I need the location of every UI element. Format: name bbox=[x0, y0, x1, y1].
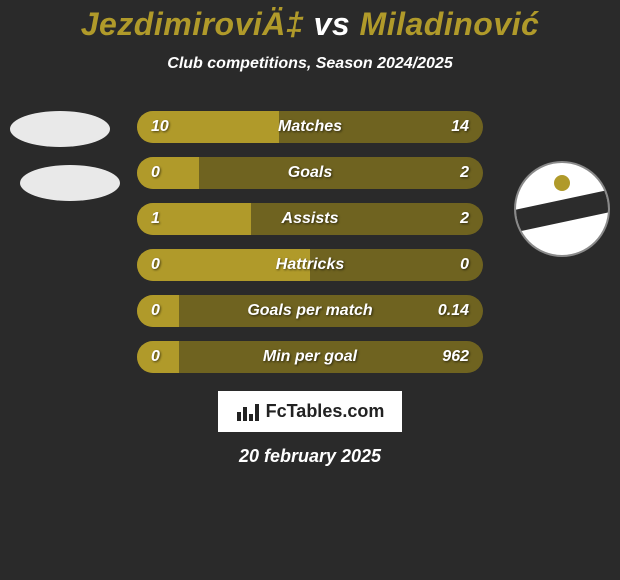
compare-value-right: 2 bbox=[460, 210, 469, 228]
compare-value-right: 14 bbox=[451, 118, 469, 136]
page-title: JezdimiroviÄ‡ vs Miladinović bbox=[0, 0, 620, 43]
comparison-canvas: JezdimiroviÄ‡ vs Miladinović Club compet… bbox=[0, 0, 620, 580]
date-text: 20 february 2025 bbox=[239, 446, 381, 467]
compare-row: 0 0 Hattricks bbox=[137, 249, 483, 281]
compare-row: 1 2 Assists bbox=[137, 203, 483, 235]
compare-value-left: 10 bbox=[151, 118, 169, 136]
compare-label: Matches bbox=[278, 118, 342, 136]
footer: FcTables.com 20 february 2025 bbox=[0, 391, 620, 467]
compare-row: 10 14 Matches bbox=[137, 111, 483, 143]
compare-label: Goals per match bbox=[247, 302, 372, 320]
compare-value-right: 0.14 bbox=[438, 302, 469, 320]
brand-text: FcTables.com bbox=[266, 401, 385, 422]
compare-value-right: 0 bbox=[460, 256, 469, 274]
compare-value-left: 0 bbox=[151, 256, 160, 274]
compare-label: Min per goal bbox=[263, 348, 357, 366]
compare-row: 0 962 Min per goal bbox=[137, 341, 483, 373]
player-avatar-1 bbox=[10, 111, 110, 147]
compare-value-right: 2 bbox=[460, 164, 469, 182]
brand-box: FcTables.com bbox=[218, 391, 403, 432]
subtitle: Club competitions, Season 2024/2025 bbox=[0, 55, 620, 73]
club-badge bbox=[514, 161, 610, 257]
title-vs: vs bbox=[304, 6, 359, 42]
club-badge-stripe bbox=[514, 189, 610, 234]
compare-row: 0 0.14 Goals per match bbox=[137, 295, 483, 327]
title-player-1: JezdimiroviÄ‡ bbox=[81, 6, 304, 42]
brand-bars-icon bbox=[236, 402, 260, 422]
club-badge-dot bbox=[554, 175, 570, 191]
compare-label: Assists bbox=[282, 210, 339, 228]
compare-area: 1014Matches02Goals12Assists00Hattricks00… bbox=[0, 111, 620, 373]
compare-row-fill bbox=[137, 157, 199, 189]
compare-label: Hattricks bbox=[276, 256, 344, 274]
compare-value-left: 0 bbox=[151, 302, 160, 320]
compare-label: Goals bbox=[288, 164, 332, 182]
compare-value-right: 962 bbox=[442, 348, 469, 366]
compare-row: 0 2 Goals bbox=[137, 157, 483, 189]
player-avatar-2 bbox=[20, 165, 120, 201]
compare-value-left: 0 bbox=[151, 164, 160, 182]
comparison-rows: 1014Matches02Goals12Assists00Hattricks00… bbox=[137, 111, 483, 373]
compare-value-left: 1 bbox=[151, 210, 160, 228]
title-player-2: Miladinović bbox=[360, 6, 540, 42]
compare-value-left: 0 bbox=[151, 348, 160, 366]
